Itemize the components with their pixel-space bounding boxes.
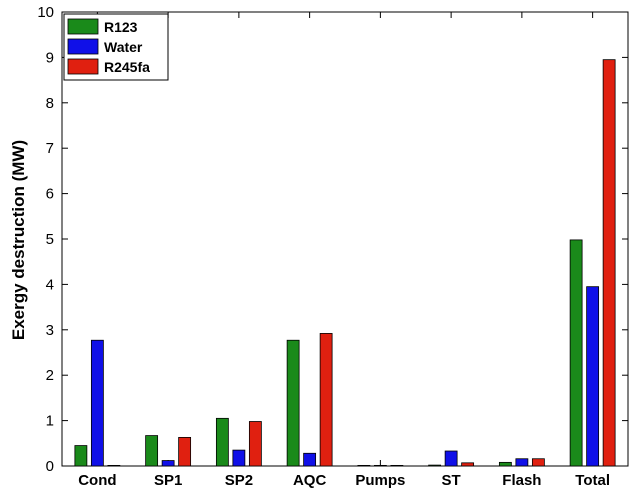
legend-swatch-water xyxy=(67,38,99,55)
y-tick-label: 9 xyxy=(46,49,54,66)
bar-r245fa-st xyxy=(461,462,475,467)
y-tick-label: 2 xyxy=(46,367,54,384)
bar-r123-st xyxy=(428,464,442,467)
y-tick-label: 4 xyxy=(46,276,54,293)
y-tick-label: 0 xyxy=(46,458,54,475)
y-tick-label: 8 xyxy=(46,95,54,112)
x-tick-label-st: ST xyxy=(442,472,461,489)
plot-area: 0 1 2 3 4 5 6 7 8 9 10 Cond SP1 SP2 AQC Pumps ST Flash Tot… xyxy=(37,4,629,489)
bar-r245fa-sp1 xyxy=(178,436,192,467)
legend-label-water: Water xyxy=(104,39,143,55)
x-tick-label-aqc: AQC xyxy=(293,472,327,489)
bar-water-total xyxy=(586,286,600,467)
y-tick-label: 3 xyxy=(46,322,54,339)
bar-water-sp2 xyxy=(232,449,246,467)
bar-r123-cond xyxy=(74,445,88,467)
bar-r123-total xyxy=(569,239,583,467)
plot-frame xyxy=(61,11,629,467)
bar-r245fa-total xyxy=(602,59,616,467)
bar-r245fa-cond xyxy=(107,464,121,467)
bar-water-aqc xyxy=(303,452,317,467)
legend-label-r245fa: R245fa xyxy=(104,59,150,75)
bar-water-st xyxy=(444,450,458,467)
bar-water-flash xyxy=(515,458,529,467)
bar-r245fa-aqc xyxy=(319,333,333,467)
bar-water-cond xyxy=(90,339,104,467)
bar-r123-flash xyxy=(498,461,512,467)
bar-r123-sp2 xyxy=(215,417,229,467)
y-tick-label: 1 xyxy=(46,413,54,430)
y-tick-label: 7 xyxy=(46,140,54,157)
x-tick-label-flash: Flash xyxy=(502,472,541,489)
legend-swatch-r123 xyxy=(67,18,99,35)
y-tick-label: 6 xyxy=(46,186,54,203)
x-tick-label-total: Total xyxy=(575,472,610,489)
x-tick-label-sp1: SP1 xyxy=(154,472,182,489)
legend-label-r123: R123 xyxy=(104,19,138,35)
bar-r123-aqc xyxy=(286,339,300,467)
bar-r245fa-pumps xyxy=(390,464,404,467)
x-tick-label-cond: Cond xyxy=(78,472,116,489)
x-tick-label-sp2: SP2 xyxy=(225,472,253,489)
legend-swatch-r245fa xyxy=(67,58,99,75)
x-tick-label-pumps: Pumps xyxy=(355,472,405,489)
bar-water-pumps xyxy=(373,464,387,467)
bar-water-sp1 xyxy=(161,460,175,467)
bar-r123-sp1 xyxy=(145,435,159,467)
bar-r123-pumps xyxy=(357,464,371,467)
y-tick-label: 10 xyxy=(37,4,54,21)
bar-r245fa-sp2 xyxy=(248,421,262,467)
y-tick-label: 5 xyxy=(46,231,54,248)
bar-r245fa-flash xyxy=(531,458,545,467)
y-axis-label: Exergy destruction (MW) xyxy=(9,140,28,340)
